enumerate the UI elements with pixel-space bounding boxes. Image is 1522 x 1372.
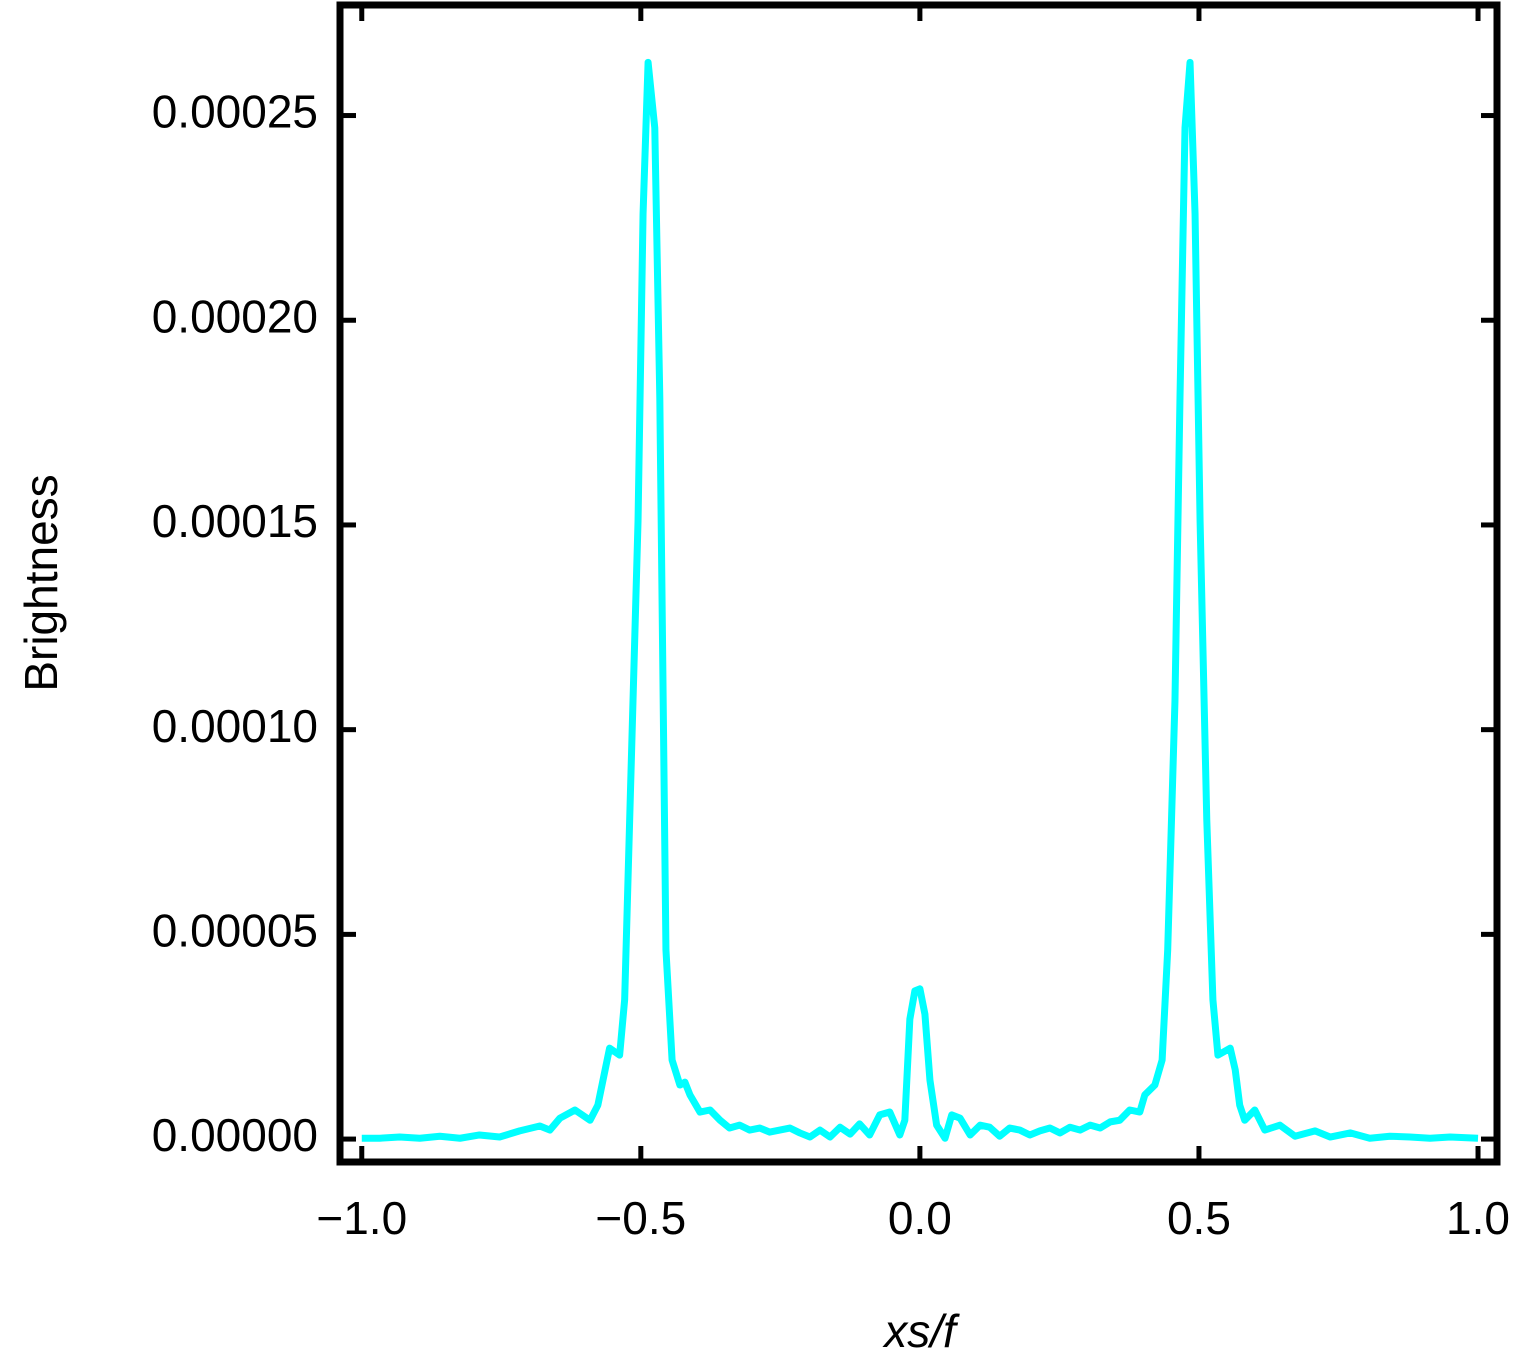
y-axis-label: Brightness xyxy=(15,474,67,691)
x-tick-label: 1.0 xyxy=(1446,1192,1510,1244)
x-tick-label: 0.5 xyxy=(1167,1192,1231,1244)
y-tick-label: 0.00015 xyxy=(152,495,318,547)
y-tick-label: 0.00020 xyxy=(152,290,318,342)
x-tick-label: −1.0 xyxy=(316,1192,407,1244)
y-tick-label: 0.00010 xyxy=(152,700,318,752)
y-tick-label: 0.00005 xyxy=(152,905,318,957)
y-tick-label: 0.00025 xyxy=(152,86,318,138)
x-axis-label: xs/f xyxy=(882,1305,960,1357)
data-line xyxy=(361,58,1479,1142)
x-tick-label: 0.0 xyxy=(888,1192,952,1244)
x-tick-label: −0.5 xyxy=(595,1192,686,1244)
y-tick-label: 0.00000 xyxy=(152,1109,318,1161)
